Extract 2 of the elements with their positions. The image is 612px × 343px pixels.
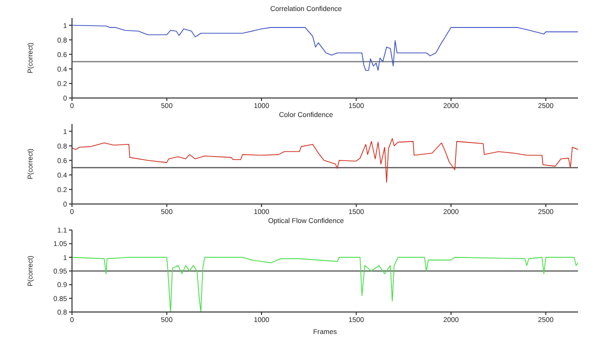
line-series (72, 24, 578, 71)
line-series (72, 138, 578, 183)
